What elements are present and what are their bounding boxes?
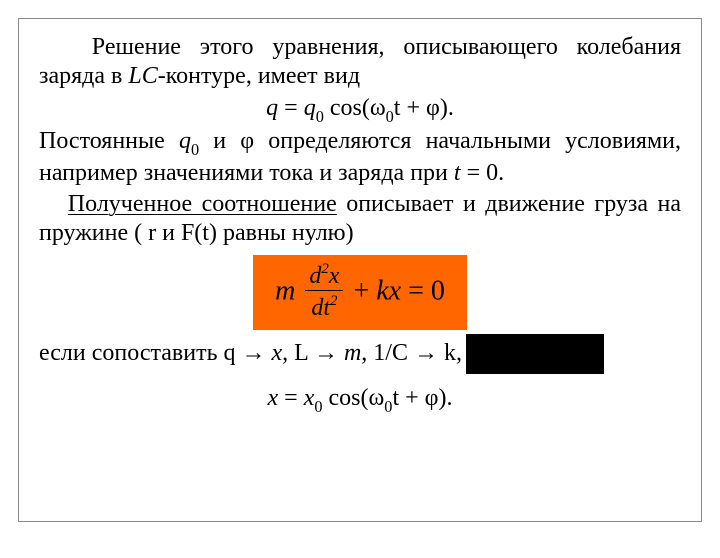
- eq1-sub0: 0: [316, 107, 324, 126]
- equation-2: x = x0 cos(ω0t + φ).: [39, 384, 681, 416]
- formula-kx: kx: [376, 275, 401, 306]
- eq2-x0: x: [304, 385, 315, 411]
- p2-q-sub: 0: [191, 140, 199, 159]
- eq2-x: x: [268, 385, 279, 411]
- formula-eq0: = 0: [401, 275, 445, 306]
- eq2-sub1: 0: [384, 397, 392, 416]
- lc-symbol: LC: [128, 63, 157, 89]
- formula-highlight-box: m d2x dt2 + kx = 0: [253, 255, 467, 330]
- p2-q: q: [179, 128, 191, 154]
- p4-a: если сопоставить q →: [39, 340, 272, 366]
- equation-1: q = q0 cos(ω0t + φ).: [39, 94, 681, 126]
- paragraph-1: Решение этого уравнения, описывающего ко…: [39, 33, 681, 92]
- paragraph-3: Полученное соотношение описывает и движе…: [39, 190, 681, 249]
- formula-den-dt: dt: [311, 295, 330, 321]
- eq2-sub0: 0: [314, 397, 322, 416]
- formula-num-x: x: [329, 263, 340, 289]
- eq1-q: q: [266, 95, 278, 121]
- p4-text: если сопоставить q → x, L → m, 1/C → k,: [39, 339, 462, 368]
- p4-x: x: [272, 340, 283, 366]
- eq2-eq: =: [278, 385, 304, 411]
- formula-num-d: d: [309, 263, 321, 289]
- eq1-q0: q: [304, 95, 316, 121]
- redacted-box: [466, 334, 604, 374]
- p4-m: m: [344, 340, 361, 366]
- formula-fraction: d2x dt2: [305, 263, 343, 320]
- eq2-cos: cos(ω: [323, 385, 385, 411]
- formula-numerator: d2x: [305, 263, 343, 291]
- p2-t: t: [454, 160, 461, 186]
- eq1-cos: cos(ω: [324, 95, 386, 121]
- eq1-eq: =: [278, 95, 304, 121]
- slide-frame: Решение этого уравнения, описывающего ко…: [18, 18, 702, 522]
- formula-num-sup: 2: [321, 261, 328, 277]
- formula-den-sup: 2: [330, 293, 337, 309]
- formula-plus: +: [353, 275, 376, 306]
- formula-denominator: dt2: [305, 291, 343, 320]
- p4-c: , 1/C → k,: [361, 340, 462, 366]
- p2-c: = 0.: [461, 160, 505, 186]
- eq1-end: t + φ).: [394, 95, 454, 121]
- p2-a: Постоянные: [39, 128, 179, 154]
- eq2-end: t + φ).: [392, 385, 452, 411]
- formula-row: m d2x dt2 + kx = 0: [39, 255, 681, 330]
- p3-underlined: Полученное соотношение: [68, 191, 337, 217]
- eq1-sub1: 0: [386, 107, 394, 126]
- formula-m: m: [275, 275, 295, 306]
- p1-text-b: -контуре, имеет вид: [158, 63, 360, 89]
- p4-b: , L →: [282, 340, 344, 366]
- paragraph-4: если сопоставить q → x, L → m, 1/C → k,: [39, 334, 681, 374]
- paragraph-2: Постоянные q0 и φ определяются начальным…: [39, 127, 681, 188]
